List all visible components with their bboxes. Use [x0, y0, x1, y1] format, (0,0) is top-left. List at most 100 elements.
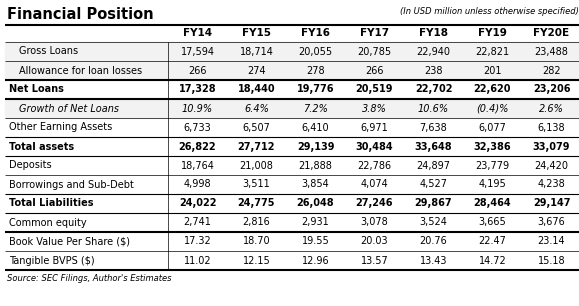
Bar	[5, 61, 579, 80]
Text: 2.6%: 2.6%	[539, 103, 564, 114]
Text: 3,854: 3,854	[302, 180, 329, 189]
Text: 24,420: 24,420	[534, 161, 569, 170]
Text: (0.4)%: (0.4)%	[477, 103, 509, 114]
Text: 18,714: 18,714	[240, 47, 273, 57]
Text: 33,648: 33,648	[415, 141, 452, 151]
Text: 24,775: 24,775	[238, 199, 275, 208]
Text: 13.43: 13.43	[420, 256, 447, 266]
Text: FY17: FY17	[360, 28, 389, 39]
Text: Total assets: Total assets	[9, 141, 74, 151]
Text: Allowance for loan losses: Allowance for loan losses	[19, 65, 142, 76]
Text: 22,702: 22,702	[415, 84, 452, 95]
Text: 278: 278	[306, 65, 325, 76]
Text: 274: 274	[247, 65, 266, 76]
Text: (In USD million unless otherwise specified): (In USD million unless otherwise specifi…	[400, 7, 579, 16]
Text: 17,328: 17,328	[179, 84, 217, 95]
Text: 32,386: 32,386	[474, 141, 511, 151]
Text: FY19: FY19	[478, 28, 507, 39]
Text: 4,998: 4,998	[184, 180, 211, 189]
Text: 6,410: 6,410	[302, 122, 329, 132]
Text: 18.70: 18.70	[243, 237, 270, 247]
Text: 22,786: 22,786	[357, 161, 391, 170]
Text: 21,888: 21,888	[299, 161, 332, 170]
Text: 7.2%: 7.2%	[303, 103, 328, 114]
Text: 29,139: 29,139	[297, 141, 334, 151]
Text: 26,048: 26,048	[296, 199, 334, 208]
Text: Common equity: Common equity	[9, 218, 87, 227]
Text: FY15: FY15	[242, 28, 271, 39]
Text: 6,138: 6,138	[538, 122, 565, 132]
Text: 29,867: 29,867	[415, 199, 452, 208]
Text: 4,527: 4,527	[420, 180, 448, 189]
Text: 22.47: 22.47	[479, 237, 507, 247]
Text: 3,665: 3,665	[479, 218, 507, 227]
Text: 27,712: 27,712	[238, 141, 275, 151]
Text: Net Loans: Net Loans	[9, 84, 64, 95]
Text: 20.76: 20.76	[420, 237, 448, 247]
Text: 23,488: 23,488	[534, 47, 569, 57]
Text: Tangible BVPS ($): Tangible BVPS ($)	[9, 256, 94, 266]
Text: 2,931: 2,931	[302, 218, 329, 227]
Text: 19.55: 19.55	[302, 237, 329, 247]
Text: FY16: FY16	[301, 28, 330, 39]
Text: 13.57: 13.57	[361, 256, 389, 266]
Text: 12.15: 12.15	[243, 256, 270, 266]
Text: 17,594: 17,594	[181, 47, 214, 57]
Text: Borrowings and Sub-Debt: Borrowings and Sub-Debt	[9, 180, 134, 189]
Text: 18,440: 18,440	[238, 84, 275, 95]
Text: 3,676: 3,676	[538, 218, 565, 227]
Text: 3,511: 3,511	[243, 180, 270, 189]
Text: 24,022: 24,022	[179, 199, 216, 208]
Text: 266: 266	[188, 65, 207, 76]
Text: 22,620: 22,620	[474, 84, 511, 95]
Text: 22,821: 22,821	[475, 47, 510, 57]
Text: Growth of Net Loans: Growth of Net Loans	[19, 103, 119, 114]
Text: FY20E: FY20E	[533, 28, 570, 39]
Text: 28,464: 28,464	[474, 199, 511, 208]
Text: 26,822: 26,822	[179, 141, 217, 151]
Bar	[5, 99, 579, 118]
Text: FY18: FY18	[419, 28, 448, 39]
Text: 29,147: 29,147	[533, 199, 570, 208]
Text: 20,785: 20,785	[357, 47, 391, 57]
Text: 27,246: 27,246	[356, 199, 393, 208]
Text: 266: 266	[365, 65, 384, 76]
Text: Deposits: Deposits	[9, 161, 52, 170]
Text: FY14: FY14	[183, 28, 212, 39]
Text: 15.18: 15.18	[538, 256, 565, 266]
Text: Gross Loans: Gross Loans	[19, 47, 78, 57]
Text: 20,519: 20,519	[356, 84, 393, 95]
Text: 10.9%: 10.9%	[182, 103, 213, 114]
Text: 201: 201	[483, 65, 502, 76]
Text: 23,779: 23,779	[475, 161, 510, 170]
Text: 20.03: 20.03	[361, 237, 389, 247]
Text: 23,206: 23,206	[533, 84, 570, 95]
Text: 3,078: 3,078	[361, 218, 389, 227]
Text: 12.96: 12.96	[302, 256, 329, 266]
Text: 6,507: 6,507	[243, 122, 270, 132]
Text: 4,195: 4,195	[479, 180, 507, 189]
Text: 6,971: 6,971	[361, 122, 389, 132]
Text: 238: 238	[424, 65, 443, 76]
Text: 7,638: 7,638	[420, 122, 448, 132]
Text: 17.32: 17.32	[184, 237, 211, 247]
Text: 20,055: 20,055	[298, 47, 332, 57]
Text: 10.6%: 10.6%	[418, 103, 449, 114]
Text: Book Value Per Share ($): Book Value Per Share ($)	[9, 237, 130, 247]
Text: 6,733: 6,733	[184, 122, 211, 132]
Text: 24,897: 24,897	[416, 161, 450, 170]
Text: 6,077: 6,077	[479, 122, 507, 132]
Text: 2,741: 2,741	[184, 218, 211, 227]
Text: 282: 282	[542, 65, 561, 76]
Text: 22,940: 22,940	[416, 47, 450, 57]
Text: 4,238: 4,238	[538, 180, 565, 189]
Text: 2,816: 2,816	[243, 218, 270, 227]
Text: 30,484: 30,484	[356, 141, 393, 151]
Text: 4,074: 4,074	[361, 180, 389, 189]
Text: Other Earning Assets: Other Earning Assets	[9, 122, 112, 132]
Text: 11.02: 11.02	[184, 256, 211, 266]
Text: 14.72: 14.72	[479, 256, 507, 266]
Text: Financial Position: Financial Position	[7, 7, 153, 22]
Bar	[5, 42, 579, 61]
Text: 3,524: 3,524	[420, 218, 448, 227]
